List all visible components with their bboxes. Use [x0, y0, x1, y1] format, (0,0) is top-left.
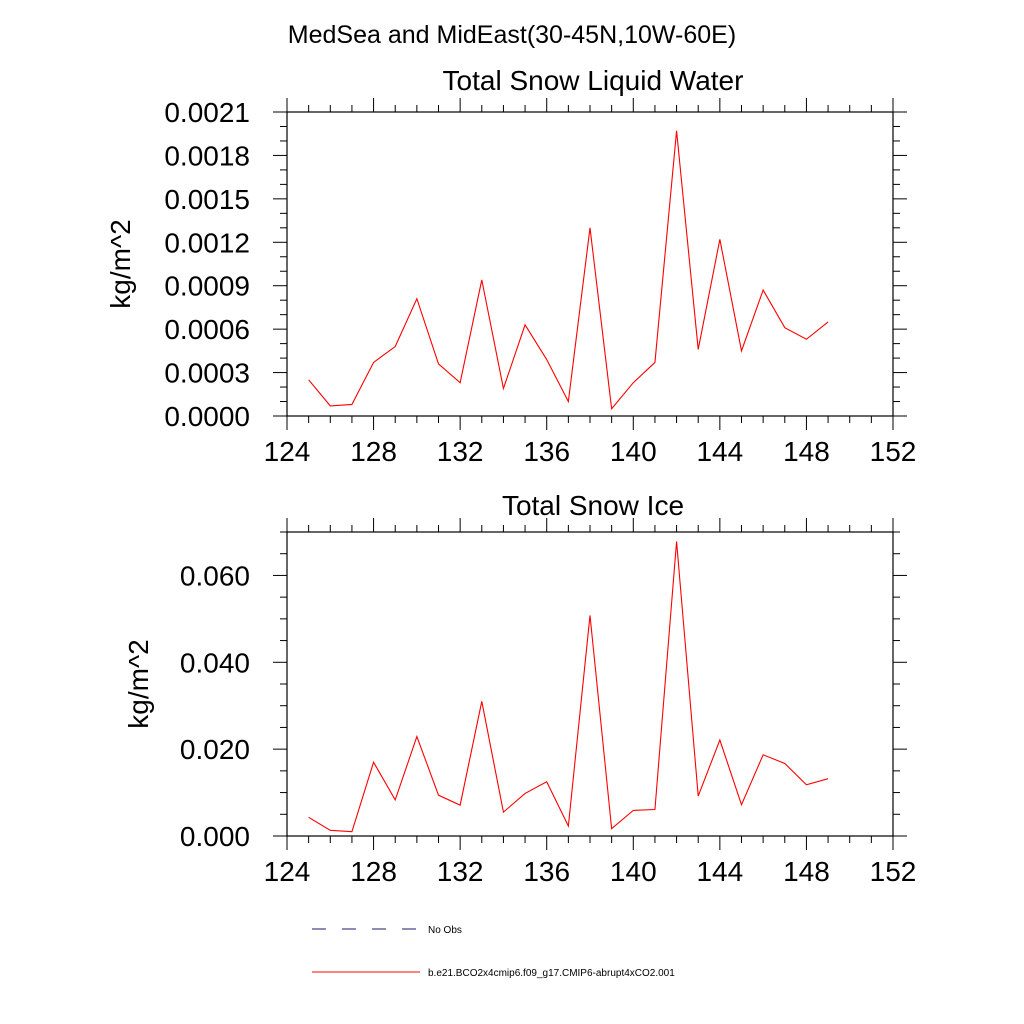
plot-frame [286, 111, 894, 417]
x-tick-label: 124 [264, 436, 311, 467]
chart-panel-snow-ice: Total Snow Ice kg/m^2 124 128 132 136 140 144 14… [123, 490, 916, 887]
y-tick-label: 0.0000 [164, 401, 250, 432]
y-tick-label: 0.0018 [164, 140, 250, 171]
x-tick-label: 140 [610, 436, 657, 467]
x-tick-label: 128 [350, 436, 397, 467]
x-tick-label: 148 [783, 856, 830, 887]
legend: No Obs b.e21.BCO2x4cmip6.f09_g17.CMIP6-ab… [312, 925, 675, 979]
chart-panel-snow-liquid-water: Total Snow Liquid Water kg/m^2 124 128 132 13… [105, 65, 916, 467]
y-tick-label: 0.060 [180, 560, 250, 591]
y-tick-label: 0.040 [180, 647, 250, 678]
y-tick-label: 0.0003 [164, 358, 250, 389]
x-tick-label: 136 [523, 436, 570, 467]
x-tick-label: 152 [870, 436, 917, 467]
x-tick-label: 144 [696, 856, 743, 887]
x-tick-label: 140 [610, 856, 657, 887]
x-tick-label: 144 [696, 436, 743, 467]
y-axis-label: kg/m^2 [105, 219, 136, 308]
x-tick-label: 132 [437, 856, 484, 887]
y-tick-label: 0.0009 [164, 271, 250, 302]
figure-suptitle: MedSea and MidEast(30-45N,10W-60E) [288, 21, 736, 49]
y-tick-label: 0.0015 [164, 184, 250, 215]
y-tick-label: 0.0012 [164, 227, 250, 258]
x-tick-label: 128 [350, 856, 397, 887]
plot-frame [286, 531, 894, 837]
x-tick-label: 152 [870, 856, 917, 887]
x-tick-label: 148 [783, 436, 830, 467]
y-tick-label: 0.000 [180, 821, 250, 852]
chart-title: Total Snow Liquid Water [443, 65, 744, 96]
series-line [308, 130, 829, 411]
x-tick-label: 136 [523, 856, 570, 887]
legend-label: b.e21.BCO2x4cmip6.f09_g17.CMIP6-abrupt4x… [428, 968, 675, 979]
y-tick-label: 0.0021 [164, 97, 250, 128]
y-tick-label: 0.0006 [164, 314, 250, 345]
y-tick-label: 0.020 [180, 734, 250, 765]
series-line [308, 541, 829, 833]
y-axis-label: kg/m^2 [123, 639, 154, 728]
x-tick-label: 124 [264, 856, 311, 887]
chart-title: Total Snow Ice [502, 490, 684, 521]
legend-label: No Obs [428, 925, 462, 936]
x-tick-label: 132 [437, 436, 484, 467]
